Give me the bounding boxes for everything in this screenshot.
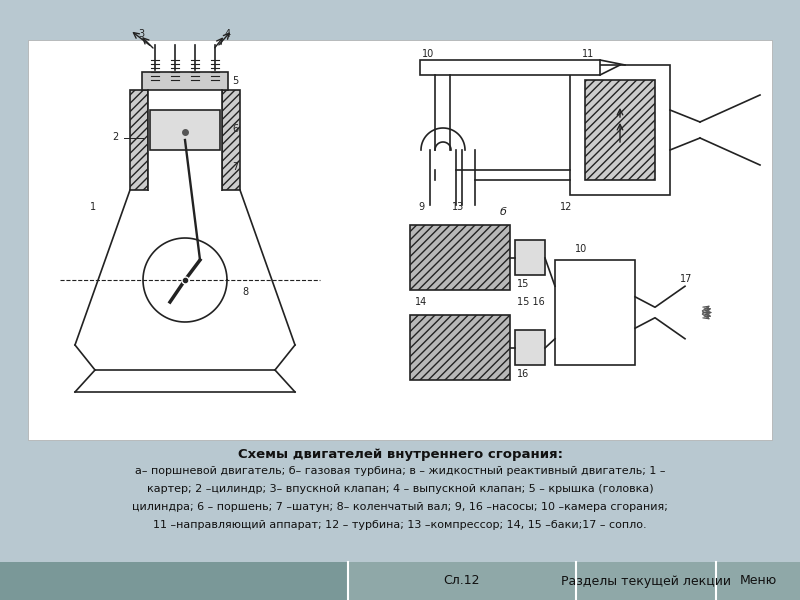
Bar [515,330,545,365]
Bar [0,562,348,600]
Text: 13: 13 [452,202,464,212]
Bar [150,110,220,150]
Text: 4: 4 [225,29,231,39]
Bar [410,225,510,290]
Text: 10: 10 [575,244,587,254]
Bar [410,315,510,380]
Text: цилиндра; 6 – поршень; 7 –шатун; 8– коленчатый вал; 9, 16 –насосы; 10 –камера сг: цилиндра; 6 – поршень; 7 –шатун; 8– коле… [132,502,668,512]
Text: а– поршневой двигатель; б– газовая турбина; в – жидкостный реактивный двигатель;: а– поршневой двигатель; б– газовая турби… [134,466,666,476]
Text: 17: 17 [680,274,692,284]
Text: 12: 12 [560,202,572,212]
Text: 10: 10 [422,49,434,59]
Bar [570,65,670,195]
Text: 2: 2 [112,132,118,142]
Bar [142,72,228,90]
Text: 14: 14 [415,297,427,307]
Bar [130,90,148,190]
Text: 5: 5 [232,76,238,86]
Bar [28,40,772,440]
Text: 6: 6 [232,124,238,134]
Text: б: б [500,207,507,217]
Text: 15 16: 15 16 [517,297,545,307]
Text: 15: 15 [517,279,530,289]
Text: 7: 7 [232,162,238,172]
Text: 8: 8 [242,287,248,297]
Bar [555,260,635,365]
Text: 16: 16 [517,369,530,379]
Text: Разделы текущей лекции: Разделы текущей лекции [561,575,731,587]
Text: Меню: Меню [739,575,777,587]
Text: 11: 11 [582,49,594,59]
Bar [148,90,222,190]
Bar [222,90,240,190]
Text: 9: 9 [418,202,424,212]
Bar [0,562,800,600]
Text: Схемы двигателей внутреннего сгорания:: Схемы двигателей внутреннего сгорания: [238,448,562,461]
Text: картер; 2 –цилиндр; 3– впускной клапан; 4 – выпускной клапан; 5 – крышка (головк: картер; 2 –цилиндр; 3– впускной клапан; … [146,484,654,494]
Text: 11 –направляющий аппарат; 12 – турбина; 13 –компрессор; 14, 15 –баки;17 – сопло.: 11 –направляющий аппарат; 12 – турбина; … [153,520,647,530]
Text: Сл.12: Сл.12 [444,575,480,587]
Bar [515,240,545,275]
Text: 1: 1 [90,202,96,212]
Bar [585,80,655,180]
Text: 3: 3 [138,29,144,39]
Bar [420,60,600,75]
